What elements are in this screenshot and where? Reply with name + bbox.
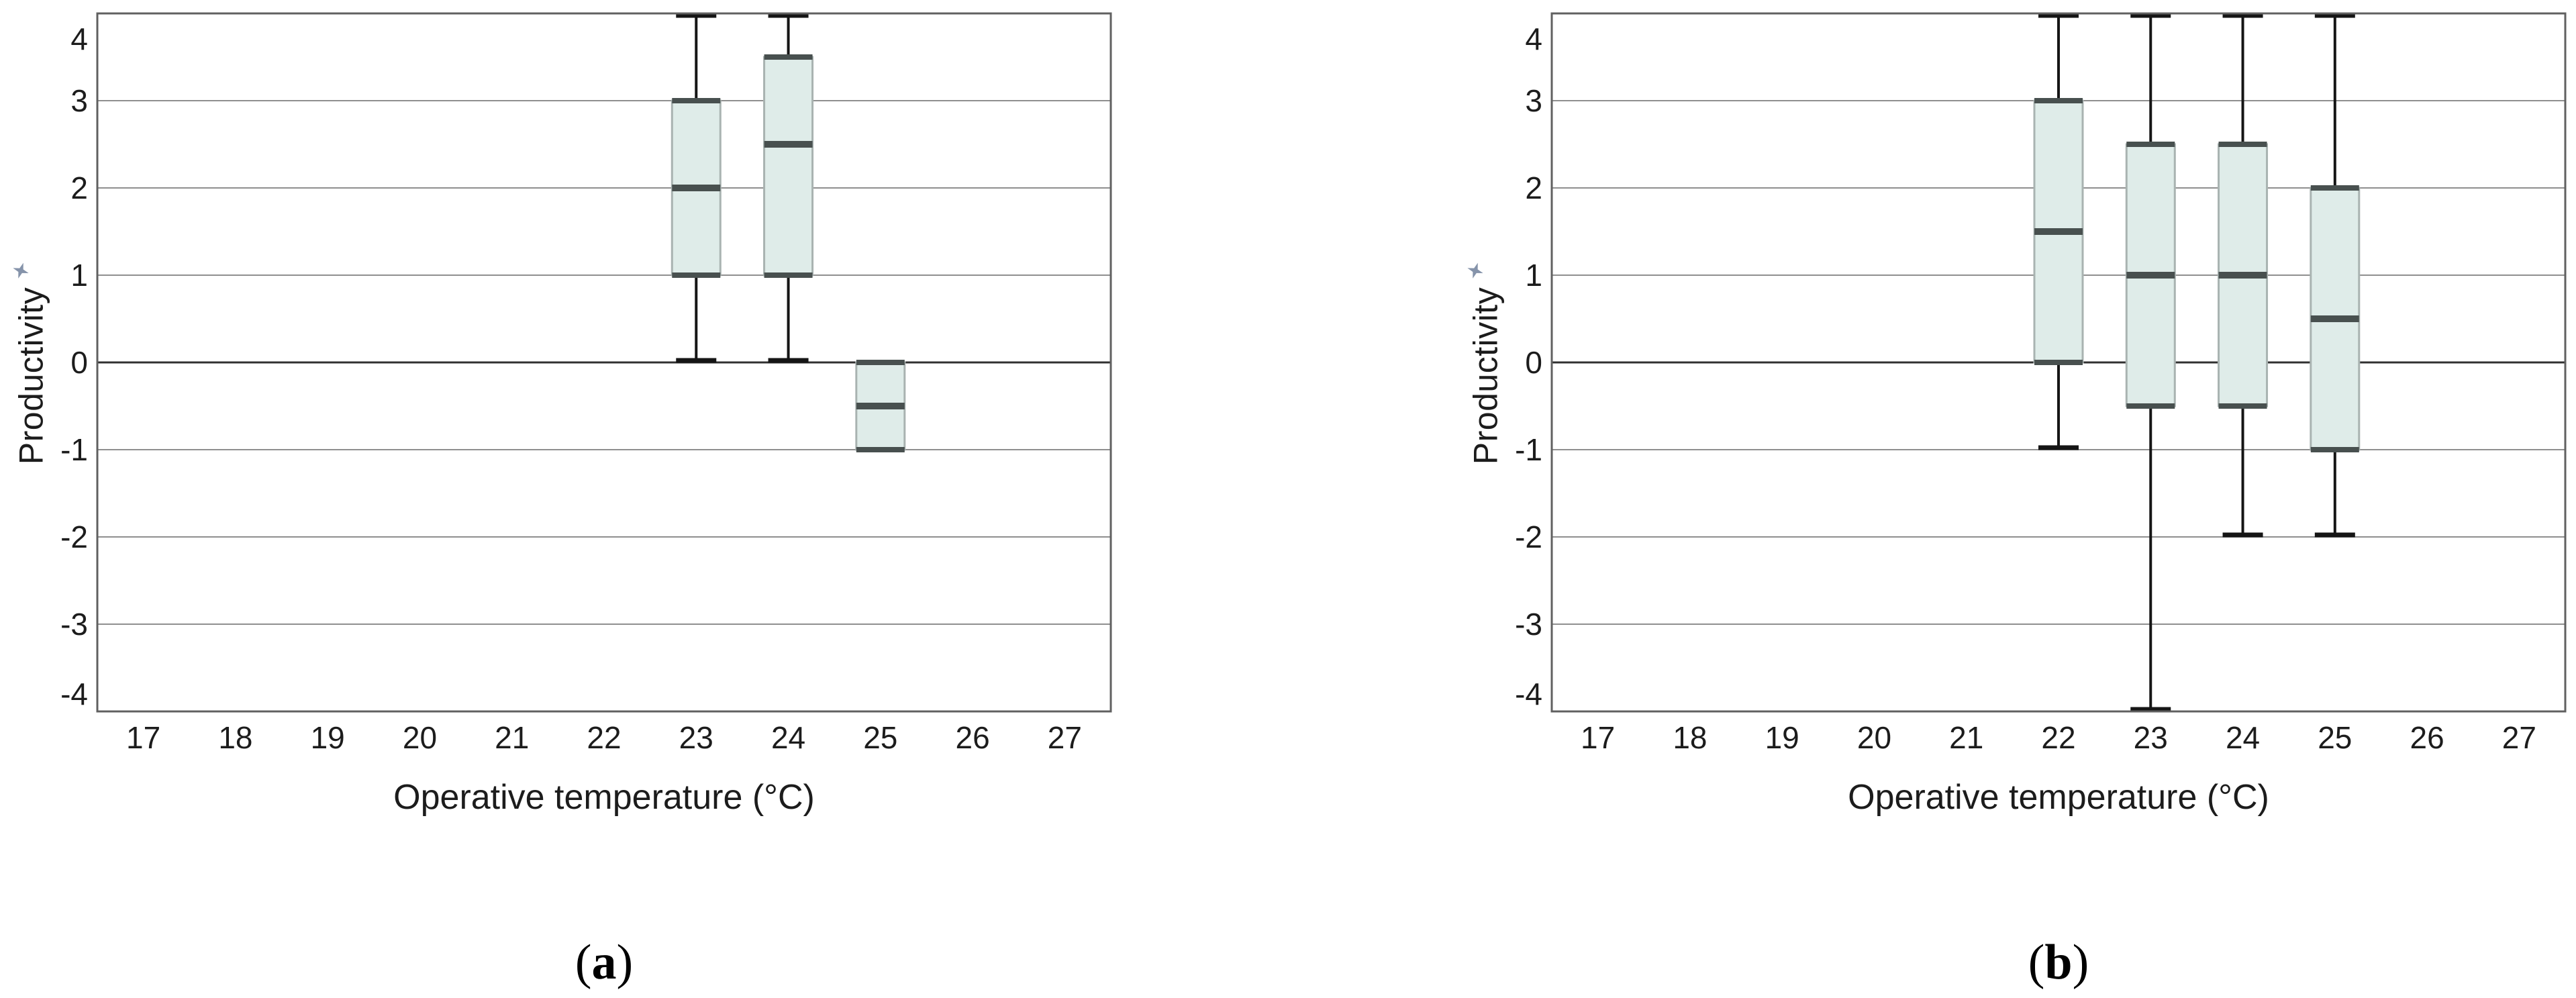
y-tick-label: 0 (70, 345, 88, 380)
y-tick-label: 1 (70, 258, 88, 293)
x-tick-label: 26 (956, 720, 990, 755)
x-tick-label: 22 (587, 720, 621, 755)
x-tick-label: 27 (2502, 720, 2536, 755)
x-tick-label: 25 (2318, 720, 2352, 755)
y-tick-label: -1 (1515, 432, 1542, 467)
x-tick-label: 23 (2134, 720, 2168, 755)
x-tick-label: 20 (403, 720, 437, 755)
y-tick-label: -1 (60, 432, 88, 467)
chart-panel-b: Productivity -4 -3 -2 -1 0 1 2 3 4 17 18 19 20 21 22 23… (1454, 0, 2576, 998)
y-axis-title: Productivity (1465, 260, 1505, 464)
x-tick-label: 24 (2226, 720, 2260, 755)
y-tick-label: -2 (1515, 519, 1542, 554)
x-tick-label: 18 (218, 720, 252, 755)
pin-icon (11, 260, 31, 281)
panel-caption-b: (b) (2028, 935, 2089, 990)
y-tick-label: -4 (1515, 677, 1542, 711)
panel-caption-a: (a) (575, 935, 634, 990)
x-tick-label: 25 (863, 720, 897, 755)
y-tick-label: -4 (60, 677, 88, 711)
y-tick-label: 3 (70, 83, 88, 118)
x-tick-label: 22 (2041, 720, 2075, 755)
x-tick-label: 19 (311, 720, 345, 755)
x-tick-label: 23 (679, 720, 713, 755)
iqr-box (763, 56, 814, 277)
y-tick-label: 4 (70, 21, 88, 56)
x-tick-label: 20 (1857, 720, 1891, 755)
y-tick-label: 3 (1525, 83, 1542, 118)
pin-icon (1465, 260, 1485, 281)
x-axis-title: Operative temperature (°C) (1848, 778, 2269, 817)
chart-panel-a: Productivity -4 -3 -2 -1 0 1 2 3 4 17 18 19 20 21 22 23… (0, 0, 1141, 998)
x-tick-label: 19 (1765, 720, 1799, 755)
y-tick-label: 2 (1525, 170, 1542, 205)
x-tick-label: 21 (1949, 720, 1983, 755)
y-tick-label: 0 (1525, 345, 1542, 380)
x-tick-label: 26 (2410, 720, 2444, 755)
x-tick-label: 21 (495, 720, 529, 755)
y-tick-label: -3 (1515, 607, 1542, 642)
pane-border (96, 12, 1112, 713)
x-tick-label: 24 (771, 720, 805, 755)
y-tick-label: 4 (1525, 21, 1542, 56)
y-tick-label: -2 (60, 519, 88, 554)
x-tick-label: 18 (1673, 720, 1707, 755)
x-tick-label: 17 (1581, 720, 1615, 755)
x-axis-title: Operative temperature (°C) (393, 778, 815, 817)
y-tick-label: 2 (70, 170, 88, 205)
y-tick-label: -3 (60, 607, 88, 642)
y-tick-label: 1 (1525, 258, 1542, 293)
x-tick-label: 17 (126, 720, 160, 755)
pane-border (1550, 12, 2567, 713)
x-tick-label: 27 (1048, 720, 1082, 755)
y-axis-title: Productivity (11, 260, 51, 464)
